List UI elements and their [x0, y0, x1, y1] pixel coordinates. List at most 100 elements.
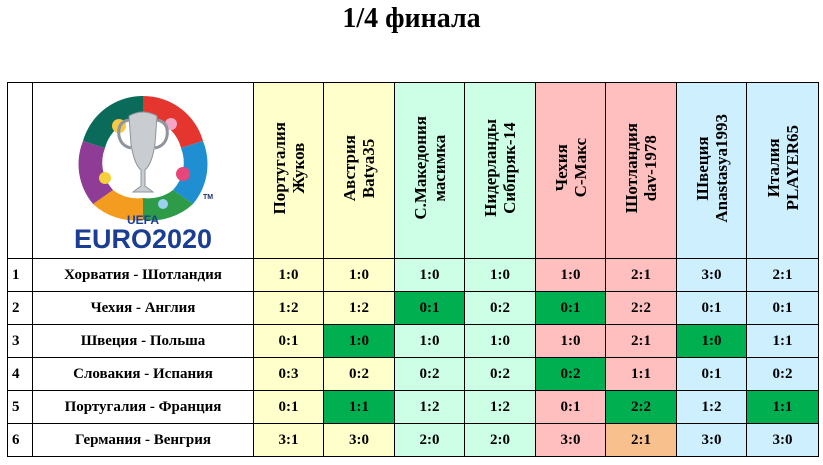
score-cell: 1:0: [394, 258, 465, 292]
player-header-text: Нидерланды Сибпряк-14: [481, 119, 519, 217]
row-number: 5: [7, 390, 33, 424]
player-header-text: Швеция Anastasya1993: [693, 114, 731, 223]
score-cell: 1:2: [253, 291, 324, 325]
score-cell: 3:0: [746, 423, 819, 457]
trophy-icon: [117, 111, 169, 192]
score-cell: 3:0: [323, 423, 395, 457]
score-cell: 1:0: [323, 258, 395, 292]
score-cell: 1:0: [394, 324, 465, 358]
player-name: PLAYER65: [782, 125, 802, 211]
score-cell: 0:2: [394, 357, 465, 391]
player-name: масимка: [429, 134, 449, 202]
player-header: Шотландия dav-1978: [605, 82, 677, 259]
table-row: 5 Португалия - Франция 0:1 1:1 1:2 1:2 0:1 2:2 1…: [7, 390, 819, 424]
table-row: 4 Словакия - Испания 0:3 0:2 0:2 0:2 0:2 1:1 0:1…: [7, 357, 819, 391]
score-cell: 0:2: [464, 291, 536, 325]
score-cell: 0:1: [253, 324, 324, 358]
score-cell: 0:1: [535, 390, 606, 424]
row-number: 3: [7, 324, 33, 358]
logo-tm: TM: [203, 194, 213, 201]
player-header: Нидерланды Сибпряк-14: [464, 82, 536, 259]
table-row: 3 Швеция - Польша 0:1 1:0 1:0 1:0 1:0 2:1 1:0 1:1: [7, 324, 819, 358]
match-name: Словакия - Испания: [32, 357, 254, 391]
score-cell: 1:1: [746, 324, 819, 358]
score-cell: 1:2: [323, 291, 395, 325]
score-cell: 3:1: [253, 423, 324, 457]
score-cell: 2:1: [605, 324, 677, 358]
score-cell: 1:1: [323, 390, 395, 424]
score-cell: 0:1: [394, 291, 465, 325]
score-cell: 3:0: [535, 423, 606, 457]
score-cell: 0:2: [746, 357, 819, 391]
player-name: dav-1978: [641, 134, 660, 202]
player-country: Португалия: [269, 121, 289, 215]
player-country: Швеция: [692, 135, 712, 201]
score-cell: 2:0: [464, 423, 536, 457]
corner-cell: [7, 82, 33, 259]
logo-euro2020: EURO2020: [74, 224, 212, 254]
match-name: Германия - Венгрия: [32, 423, 254, 457]
player-header-text: Австрия Batya35: [340, 135, 378, 201]
logo-cell: TM UEFA EURO2020: [32, 82, 254, 259]
score-cell: 3:0: [676, 258, 747, 292]
predictions-table: TM UEFA EURO2020 Португалия Жуков Австрия B…: [7, 82, 819, 457]
logo-uefa: UEFA: [127, 213, 159, 227]
score-cell: 1:0: [464, 258, 536, 292]
player-header-text: Португалия Жуков: [270, 122, 308, 214]
table-row: 2 Чехия - Англия 1:2 1:2 0:1 0:2 0:1 2:2 0:1 0:1: [7, 291, 819, 325]
score-cell: 1:1: [605, 357, 677, 391]
player-name: С-Макс: [570, 138, 590, 198]
header-row: TM UEFA EURO2020 Португалия Жуков Австрия B…: [7, 82, 819, 259]
player-country: Австрия: [340, 134, 359, 202]
euro2020-logo: TM UEFA EURO2020: [74, 95, 213, 254]
row-number: 2: [7, 291, 33, 325]
score-cell: 0:2: [535, 357, 606, 391]
score-cell: 2:2: [605, 291, 677, 325]
row-number: 4: [7, 357, 33, 391]
player-country: Чехия: [551, 144, 571, 192]
score-cell: 2:1: [605, 258, 677, 292]
player-name: Anastasya1993: [711, 113, 731, 223]
player-country: Италия: [763, 138, 783, 198]
player-header-text: Чехия С-Макс: [552, 138, 590, 197]
score-cell: 1:0: [323, 324, 395, 358]
score-cell: 2:0: [394, 423, 465, 457]
score-cell: 0:1: [746, 291, 819, 325]
match-name: Португалия - Франция: [32, 390, 254, 424]
match-name: Швеция - Польша: [32, 324, 254, 358]
player-header-text: Шотландия dav-1978: [622, 123, 660, 213]
score-cell: 1:0: [535, 324, 606, 358]
player-header-text: С.Македония масимка: [411, 116, 449, 220]
score-cell: 0:3: [253, 357, 324, 391]
score-cell: 1:0: [253, 258, 324, 292]
score-cell: 0:1: [535, 291, 606, 325]
score-cell: 1:1: [746, 390, 819, 424]
score-cell: 0:1: [676, 291, 747, 325]
score-cell: 1:0: [464, 324, 536, 358]
score-cell: 2:1: [746, 258, 819, 292]
player-header: Швеция Anastasya1993: [676, 82, 747, 259]
score-cell: 0:1: [676, 357, 747, 391]
score-cell: 3:0: [676, 423, 747, 457]
row-number: 6: [7, 423, 33, 457]
player-name: Batya35: [359, 138, 378, 198]
table-row: 6 Германия - Венгрия 3:1 3:0 2:0 2:0 3:0 2:1 3:0…: [7, 423, 819, 457]
score-cell: 1:2: [464, 390, 536, 424]
match-name: Хорватия - Шотландия: [32, 258, 254, 292]
score-cell: 0:1: [253, 390, 324, 424]
row-number: 1: [7, 258, 33, 292]
player-header: Италия PLAYER65: [746, 82, 819, 259]
score-cell: 0:2: [323, 357, 395, 391]
player-header: Австрия Batya35: [323, 82, 395, 259]
score-cell: 1:0: [535, 258, 606, 292]
logo-ring: [78, 95, 208, 221]
player-country: Нидерланды: [481, 119, 500, 217]
player-country: С.Македония: [410, 116, 430, 220]
player-name: Сибпряк-14: [500, 122, 519, 214]
player-header-text: Италия PLAYER65: [764, 125, 802, 210]
score-cell: 1:2: [676, 390, 747, 424]
player-header: Португалия Жуков: [253, 82, 324, 259]
player-header: С.Македония масимка: [394, 82, 465, 259]
score-cell: 2:1: [605, 423, 677, 457]
page-title: 1/4 финала: [342, 3, 481, 34]
